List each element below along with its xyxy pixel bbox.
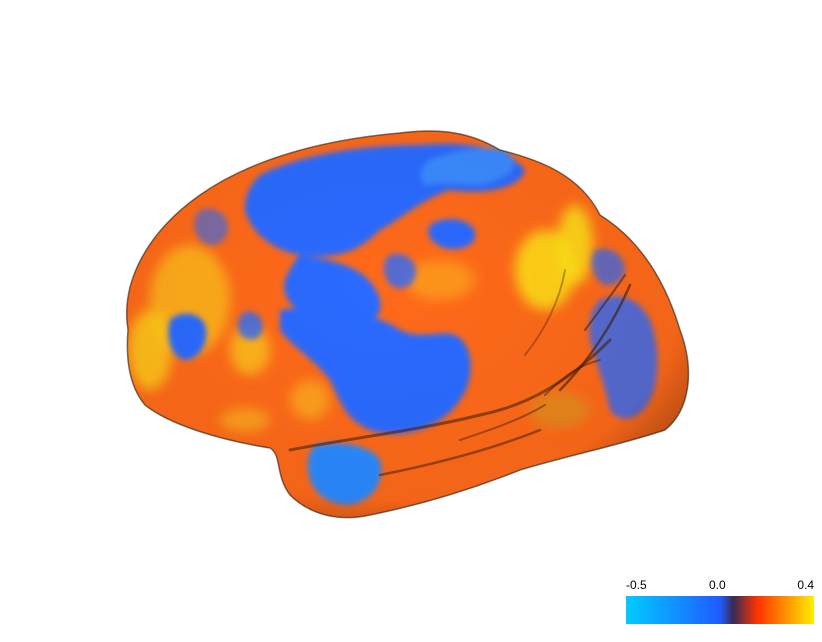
colorbar-gradient [626, 596, 814, 624]
colorbar-min-label: -0.5 [626, 578, 647, 592]
cortex-surface [100, 110, 720, 540]
colorbar-max-label: 0.4 [797, 578, 814, 592]
colorbar: -0.5 0.0 0.4 [626, 578, 814, 626]
colorbar-mid-label: 0.0 [709, 578, 726, 592]
